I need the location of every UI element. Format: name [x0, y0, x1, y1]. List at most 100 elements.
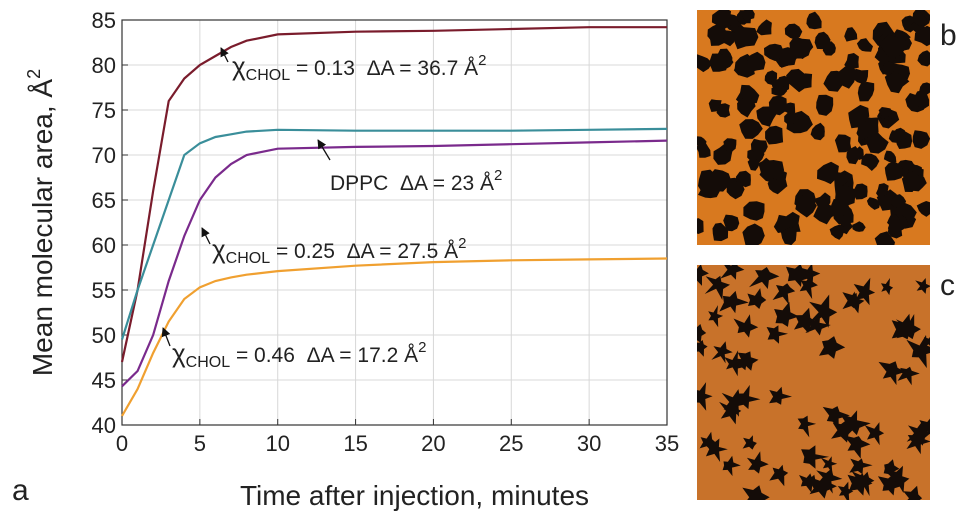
- y-tick-label: 65: [92, 188, 116, 213]
- domain: [901, 171, 922, 192]
- domain: [884, 162, 904, 181]
- domain: [766, 325, 788, 344]
- y-tick-label: 80: [92, 53, 116, 78]
- annotation-superscript: 2: [494, 167, 502, 184]
- domain: [877, 473, 904, 496]
- domain: [780, 226, 797, 245]
- domain: [712, 222, 729, 242]
- domain: [849, 458, 873, 475]
- domain: [837, 481, 854, 500]
- x-tick-label: 0: [116, 431, 128, 456]
- domain: [864, 422, 885, 446]
- domain: [844, 27, 858, 42]
- y-tick-label: 70: [92, 143, 116, 168]
- domain: [708, 305, 724, 328]
- series-line: [120, 127, 668, 340]
- domain: [764, 43, 784, 62]
- domain: [917, 50, 930, 67]
- domain: [697, 218, 704, 234]
- domain: [723, 214, 740, 232]
- annotation-text: = 0.25 ΔA = 27.5 Å: [270, 240, 458, 263]
- annotation-arrow: [317, 139, 331, 161]
- domain: [912, 11, 927, 27]
- domain: [915, 278, 930, 294]
- domain: [921, 336, 930, 348]
- domain: [893, 127, 907, 141]
- domain: [697, 340, 708, 357]
- y-axis-label-superscript: 2: [24, 69, 44, 79]
- y-axis-label-text: Mean molecular area, Å: [27, 79, 58, 377]
- domain: [724, 350, 743, 377]
- x-tick-label: 20: [421, 431, 445, 456]
- domain: [721, 389, 744, 417]
- domain: [774, 301, 799, 327]
- domain: [716, 103, 731, 118]
- domain: [772, 283, 796, 305]
- domain: [719, 290, 749, 314]
- domain: [878, 107, 893, 120]
- domain: [723, 138, 737, 152]
- y-tick-label: 55: [92, 278, 116, 303]
- domain: [864, 132, 889, 154]
- domain: [750, 138, 768, 155]
- x-tick-label: 25: [499, 431, 523, 456]
- domain: [853, 277, 876, 306]
- domain: [711, 10, 731, 30]
- x-tick-label: 10: [265, 431, 289, 456]
- domain: [810, 122, 825, 141]
- domain: [829, 224, 845, 240]
- domain: [697, 142, 711, 158]
- annotation-arrow: [161, 327, 171, 347]
- domain: [747, 158, 760, 171]
- annotation-subscript: CHOL: [246, 67, 291, 84]
- annotation: DPPC ΔA = 23 Å2: [330, 167, 502, 195]
- y-tick-label: 85: [92, 8, 116, 33]
- series-line: [120, 26, 667, 363]
- domain: [881, 278, 894, 296]
- domain: [759, 160, 785, 183]
- domain: [853, 183, 868, 200]
- domain: [742, 485, 770, 500]
- micrographs: bc: [697, 10, 957, 500]
- domain: [842, 292, 865, 314]
- domain: [737, 351, 759, 371]
- domain: [707, 23, 727, 43]
- panel-label: c: [940, 269, 955, 302]
- domain: [742, 435, 757, 450]
- domain: [722, 455, 741, 477]
- x-tick-label: 5: [194, 431, 206, 456]
- domain: [806, 11, 822, 30]
- y-tick-label: 60: [92, 233, 116, 258]
- annotation: χCHOL = 0.25 ΔA = 27.5 Å2: [212, 234, 466, 267]
- domain: [916, 201, 930, 217]
- annotation-arrow: [220, 47, 229, 63]
- domain: [835, 185, 856, 206]
- domain: [756, 19, 772, 36]
- domain: [816, 94, 834, 116]
- domain: [831, 420, 853, 443]
- domain: [856, 38, 873, 52]
- y-tick-label: 50: [92, 323, 116, 348]
- micrograph-content: [697, 265, 930, 500]
- y-axis-label: Mean molecular area, Å2: [24, 69, 58, 376]
- domain: [711, 341, 733, 364]
- domain: [823, 70, 849, 92]
- series-line: [121, 139, 668, 388]
- panel-label: b: [940, 19, 957, 52]
- annotation-symbol: χ: [172, 338, 186, 368]
- annotation: χCHOL = 0.46 ΔA = 17.2 Å2: [172, 338, 426, 371]
- domain: [795, 194, 817, 218]
- domain: [903, 485, 923, 500]
- domain: [857, 82, 875, 102]
- domain: [733, 58, 752, 76]
- domain: [805, 313, 831, 336]
- annotation-arrow: [201, 227, 211, 245]
- domain: [816, 468, 843, 494]
- y-tick-label: 40: [92, 413, 116, 438]
- y-tick-label: 75: [92, 98, 116, 123]
- domain: [878, 361, 906, 386]
- domain: [866, 197, 881, 210]
- micrograph: [697, 265, 930, 500]
- domain: [808, 294, 838, 328]
- domain: [881, 61, 895, 76]
